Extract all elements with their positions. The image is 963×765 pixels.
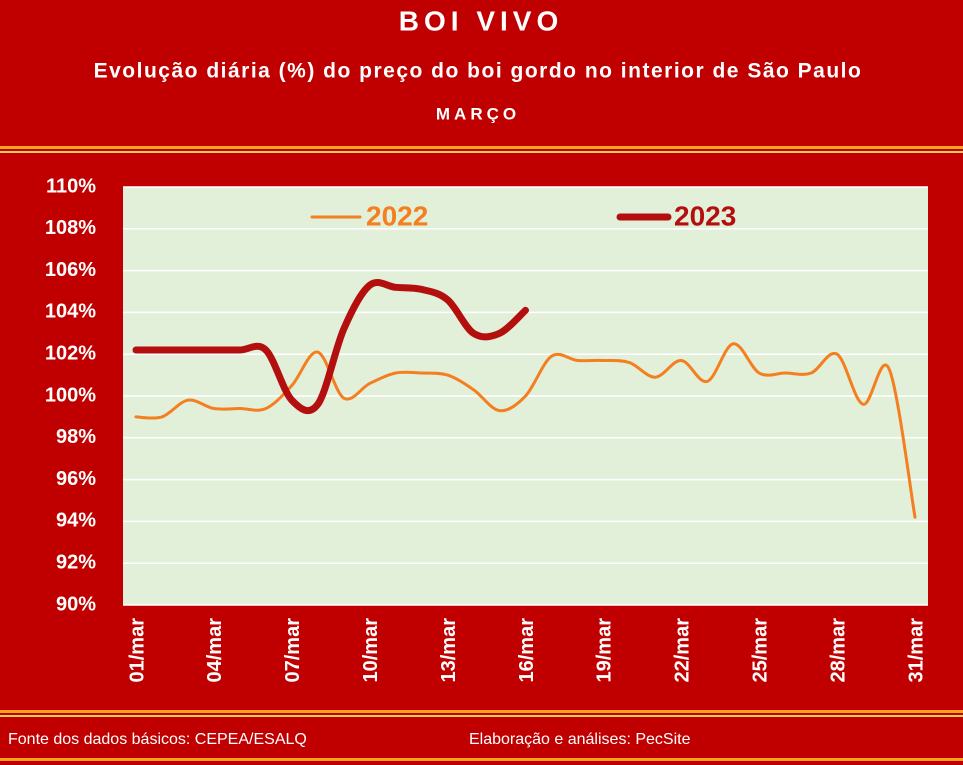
x-tick-label: 22/mar [672, 618, 694, 683]
stripe [0, 710, 963, 713]
y-tick-label: 94% [56, 510, 96, 532]
x-tick-label: 13/mar [438, 618, 460, 683]
stripe [0, 715, 963, 717]
series-line [134, 342, 917, 519]
y-tick-label: 90% [56, 593, 96, 615]
y-tick-label: 110% [46, 175, 96, 197]
x-tick-label: 28/mar [827, 618, 849, 683]
y-tick-label: 96% [56, 468, 96, 490]
legend-label: 2023 [674, 200, 736, 231]
y-tick-label: 98% [56, 426, 96, 448]
source-note: Fonte dos dados básicos: CEPEA/ESALQ [8, 731, 307, 748]
credit-note: Elaboração e análises: PecSite [469, 731, 691, 748]
y-tick-label: 108% [45, 217, 96, 239]
x-tick-label: 01/mar [126, 618, 148, 683]
x-tick-label: 10/mar [360, 618, 382, 683]
x-tick-label: 25/mar [749, 618, 771, 683]
stripe [0, 146, 963, 149]
stripe [0, 758, 963, 761]
stripe [0, 151, 963, 153]
x-tick-label: 19/mar [594, 618, 616, 683]
series-line [132, 279, 529, 415]
x-tick-label: 04/mar [204, 618, 226, 683]
x-tick-label: 31/mar [905, 618, 927, 683]
y-tick-label: 100% [45, 384, 96, 406]
y-tick-label: 92% [56, 551, 96, 573]
y-tick-label: 106% [45, 259, 96, 281]
chart-subtitle: Evolução diária (%) do preço do boi gord… [94, 60, 863, 83]
period-label: MARÇO [436, 104, 520, 123]
y-tick-label: 102% [45, 342, 96, 364]
y-tick-label: 104% [45, 301, 96, 323]
chart-title: BOI VIVO [399, 5, 563, 36]
x-tick-label: 16/mar [516, 618, 538, 683]
legend-label: 2022 [366, 200, 428, 231]
x-tick-label: 07/mar [282, 618, 304, 683]
